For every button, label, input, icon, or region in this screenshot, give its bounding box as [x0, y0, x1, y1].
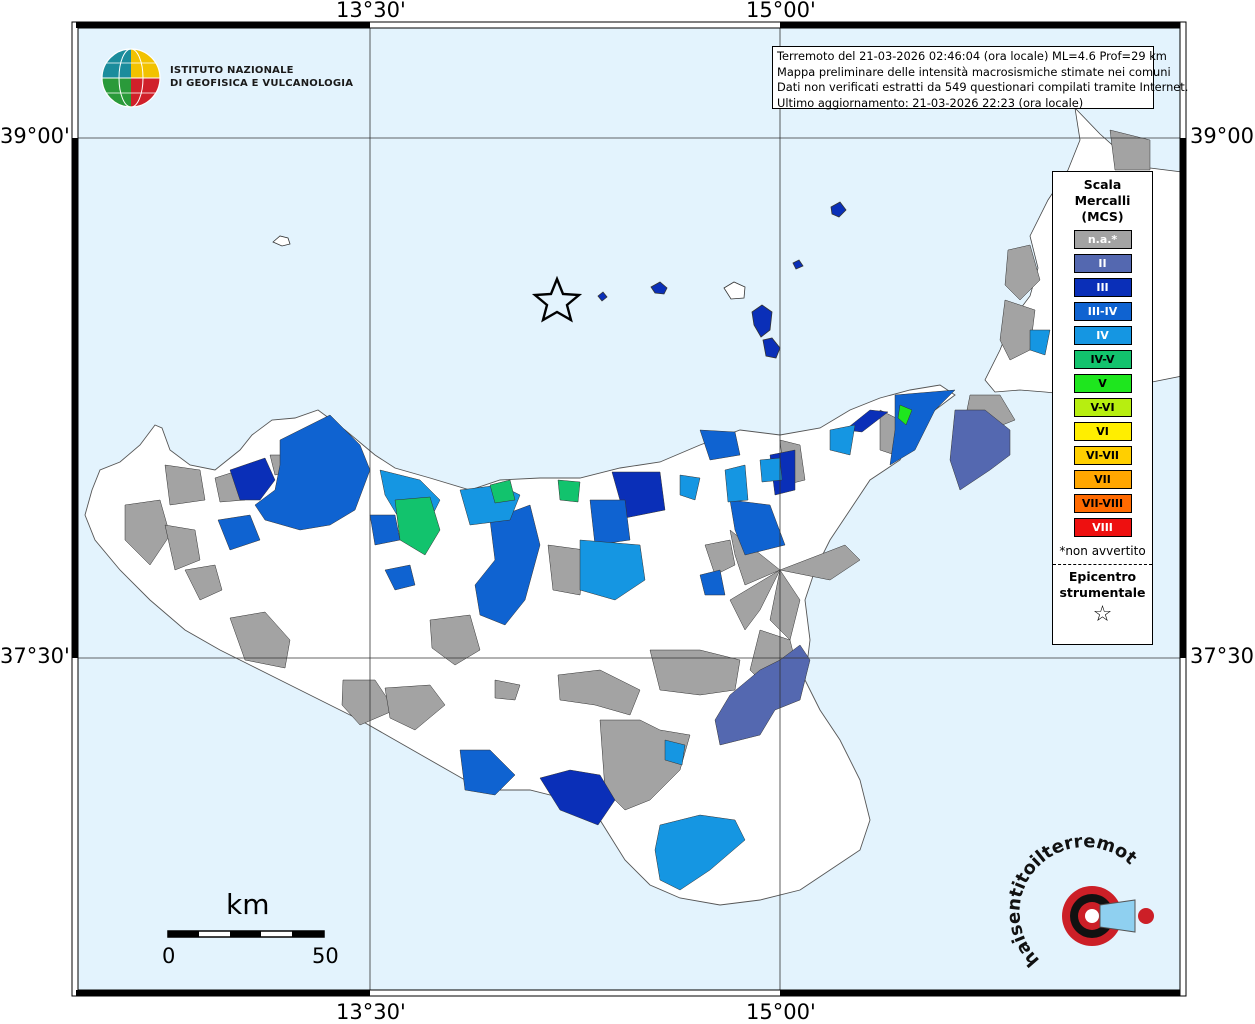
legend-item: n.a.*	[1073, 230, 1132, 249]
mcs-legend: Scala Mercalli (MCS) n.a.* II III III-IV IV I…	[1052, 171, 1153, 645]
legend-item: VII-VIII	[1073, 494, 1132, 513]
legend-item: II	[1073, 254, 1132, 273]
epicenter-star	[531, 275, 583, 323]
lon-label-top-left: 13°30'	[336, 0, 406, 22]
institute-line-2: DI GEOFISICA E VULCANOLOGIA	[170, 78, 354, 89]
legend-star-icon: ☆	[1092, 602, 1113, 627]
lat-label-left-top: 39°00'	[0, 124, 70, 148]
legend-item: VI-VII	[1073, 446, 1132, 465]
legend-item: IV	[1073, 326, 1132, 345]
event-info-line-4: Ultimo aggiornamento: 21-03-2026 22:23 (…	[777, 95, 1084, 110]
event-info-box: Terremoto del 21-03-2026 02:46:04 (ora l…	[772, 46, 1189, 110]
scale-label-end: 50	[312, 944, 339, 968]
institute-line-1: ISTITUTO NAZIONALE	[170, 65, 294, 76]
legend-item: V-VI	[1073, 398, 1132, 417]
legend-item: III	[1073, 278, 1132, 297]
lon-label-bottom-left: 13°30'	[336, 1000, 406, 1024]
legend-note: *non avvertito	[1059, 544, 1146, 558]
legend-item: IV-V	[1073, 350, 1132, 369]
legend-item: VI	[1073, 422, 1132, 441]
intensity-zones	[124, 129, 1151, 891]
legend-item: VIII	[1073, 518, 1132, 537]
event-info-line-1: Terremoto del 21-03-2026 02:46:04 (ora l…	[777, 49, 1167, 63]
event-info-line-3: Dati non verificati estratti da 549 ques…	[777, 80, 1189, 94]
legend-item: VII	[1073, 470, 1132, 489]
legend-title: Scala Mercalli (MCS)	[1053, 177, 1152, 225]
ingv-logo-icon	[101, 48, 161, 108]
legend-epicenter-line-2: strumentale	[1059, 585, 1146, 600]
lat-label-right-top: 39°00'	[1190, 124, 1255, 148]
institute-name: ISTITUTO NAZIONALE DI GEOFISICA E VULCAN…	[170, 64, 353, 90]
event-info-line-2: Mappa preliminare delle intensità macros…	[777, 64, 1171, 79]
lon-label-top-right: 15°00'	[746, 0, 816, 22]
legend-epicenter-line-1: Epicentro	[1068, 569, 1137, 584]
map-frame	[71, 21, 1187, 997]
graticule	[76, 28, 1182, 990]
legend-item: III-IV	[1073, 302, 1132, 321]
small-islands	[272, 201, 847, 359]
legend-title-line-2: Mercalli	[1074, 193, 1131, 208]
scale-bar	[167, 930, 325, 938]
scale-label-start: 0	[162, 944, 176, 968]
legend-items: n.a.* II III III-IV IV IV-V V V-VI VI VI-VII VII VI…	[1053, 230, 1152, 537]
legend-epicenter-label: Epicentro strumentale	[1053, 569, 1152, 601]
legend-title-line-3: (MCS)	[1081, 209, 1124, 224]
legend-title-line-1: Scala	[1083, 177, 1122, 192]
scale-unit: km	[226, 888, 270, 921]
lon-label-bottom-right: 15°00'	[746, 1000, 816, 1024]
lat-label-left-bottom: 37°30'	[0, 644, 70, 668]
legend-item: V	[1073, 374, 1132, 393]
legend-divider	[1053, 564, 1152, 565]
lat-label-right-bottom: 37°30'	[1190, 644, 1255, 668]
